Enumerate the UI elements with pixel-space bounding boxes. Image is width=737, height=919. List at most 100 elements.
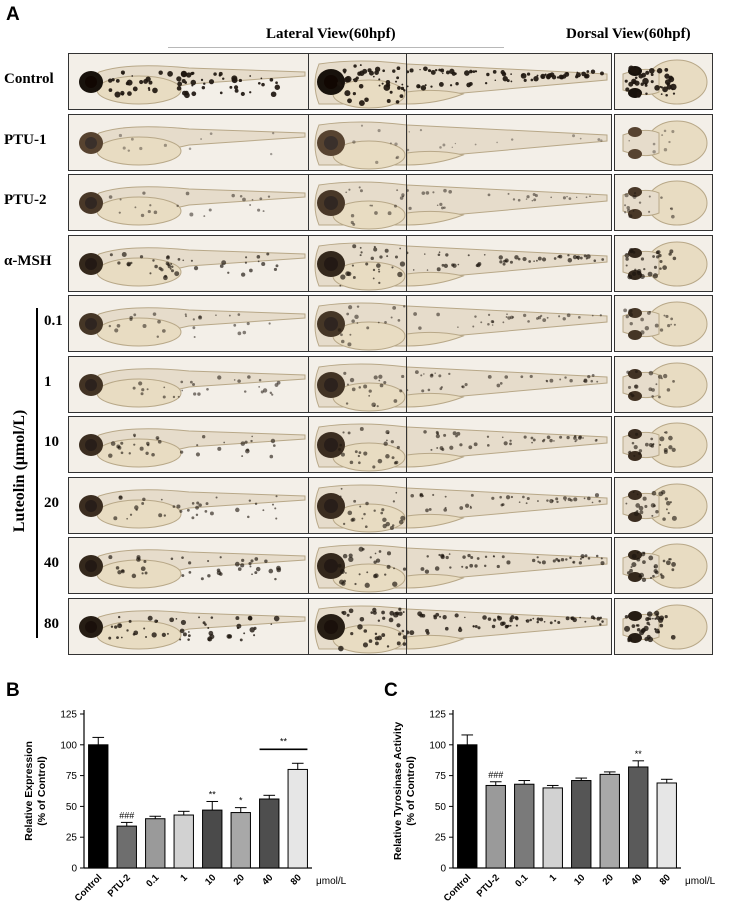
zebrafish-dorsal-image <box>614 537 713 594</box>
zebrafish-dorsal-image <box>614 113 713 171</box>
bar <box>230 812 251 869</box>
zebrafish-whole-image <box>68 416 310 473</box>
zebrafish-whole-image <box>68 537 310 594</box>
y-axis-label-unit: (% of Control) <box>405 756 417 825</box>
row-label: PTU-2 <box>4 192 47 208</box>
y-tick-label: 125 <box>60 710 77 721</box>
row-label: 40 <box>44 555 59 571</box>
luteolin-group-label: Luteolin (μmol/L) <box>11 409 28 533</box>
zebrafish-head-image <box>308 174 408 231</box>
x-tick-label: 1 <box>178 872 190 884</box>
dorsal-view-title: Dorsal View(60hpf) <box>566 26 691 42</box>
zebrafish-head-image <box>308 355 408 413</box>
y-tick-label: 0 <box>71 864 77 875</box>
row-label: Control <box>4 71 54 87</box>
significance-label: ### <box>119 810 134 820</box>
zebrafish-dorsal-image <box>614 355 713 413</box>
zebrafish-head-image <box>308 295 408 352</box>
panel-b-letter: B <box>6 680 20 701</box>
bar <box>485 784 506 869</box>
row-label: 10 <box>44 434 59 450</box>
zebrafish-whole-image <box>68 174 310 231</box>
zebrafish-head-image <box>308 476 408 534</box>
y-tick-label: 100 <box>429 740 446 751</box>
x-tick-label: 80 <box>289 872 304 887</box>
significance-label: * <box>239 796 243 806</box>
lateral-title-underline <box>168 47 504 48</box>
zebrafish-whole-image <box>68 234 310 292</box>
zebrafish-whole-image <box>68 53 310 110</box>
bar <box>571 780 592 869</box>
zebrafish-whole-image <box>68 476 310 534</box>
zebrafish-head-image <box>308 597 408 655</box>
panel-c-letter: C <box>384 680 398 701</box>
bar <box>202 809 223 869</box>
chart-relative-tyrosinase: Relative Tyrosinase Activity (% of Contro… <box>392 710 716 905</box>
zebrafish-head-image <box>308 53 408 110</box>
y-tick-label: 50 <box>435 802 447 813</box>
x-tick-label: PTU-2 <box>475 872 502 899</box>
zebrafish-head-image <box>308 537 408 594</box>
significance-label: ** <box>635 749 643 759</box>
bar <box>514 783 535 869</box>
luteolin-group-bracket <box>36 308 38 638</box>
bar <box>542 787 563 869</box>
zebrafish-whole-image <box>68 295 310 352</box>
zebrafish-tail-image <box>406 234 612 292</box>
y-tick-label: 75 <box>66 771 78 782</box>
bar <box>599 773 620 869</box>
x-tick-label: 20 <box>232 872 247 887</box>
zebrafish-whole-image <box>68 355 310 413</box>
bar <box>259 798 280 869</box>
bar <box>628 766 649 869</box>
bar <box>287 768 308 869</box>
zebrafish-head-image <box>308 113 408 171</box>
x-tick-label: 0.1 <box>513 872 531 890</box>
bar <box>116 825 137 869</box>
unit-label: μmol/L <box>316 876 347 887</box>
y-axis-label: Relative Tyrosinase Activity <box>392 722 404 860</box>
panel-a-letter: A <box>6 4 20 25</box>
x-tick-label: 0.1 <box>144 872 162 890</box>
row-label: 0.1 <box>44 313 63 329</box>
zebrafish-tail-image <box>406 295 612 352</box>
chart-relative-expression: Relative Expression (% of Control) 0 25 50 75… <box>23 710 347 905</box>
zebrafish-tail-image <box>406 113 612 171</box>
y-tick-label: 100 <box>60 740 77 751</box>
significance-label: ** <box>209 789 217 799</box>
lateral-view-title: Lateral View(60hpf) <box>266 26 396 42</box>
x-tick-label: 80 <box>658 872 673 887</box>
zebrafish-tail-image <box>406 597 612 655</box>
zebrafish-tail-image <box>406 537 612 594</box>
bar <box>88 744 109 869</box>
x-tick-label: PTU-2 <box>106 872 133 899</box>
zebrafish-dorsal-image <box>614 295 713 352</box>
bar <box>656 782 677 869</box>
x-tick-label: 1 <box>547 872 559 884</box>
y-tick-label: 25 <box>66 833 78 844</box>
row-label: 1 <box>44 373 52 390</box>
zebrafish-whole-image <box>68 113 310 171</box>
significance-label: ### <box>488 770 503 780</box>
row-label: PTU-1 <box>4 131 47 148</box>
x-tick-label: 10 <box>572 872 587 887</box>
zebrafish-tail-image <box>406 355 612 413</box>
x-tick-label: 40 <box>260 872 275 887</box>
row-label: 20 <box>44 494 59 511</box>
y-axis-label: Relative Expression <box>23 741 35 841</box>
x-tick-label: 10 <box>203 872 218 887</box>
x-tick-label: Control <box>442 872 474 904</box>
zebrafish-dorsal-image <box>614 234 713 292</box>
row-label: α-MSH <box>4 252 52 269</box>
y-tick-label: 25 <box>435 833 447 844</box>
zebrafish-dorsal-image <box>614 416 713 473</box>
x-tick-label: 20 <box>601 872 616 887</box>
x-tick-label: 40 <box>629 872 644 887</box>
zebrafish-tail-image <box>406 174 612 231</box>
x-tick-label: Control <box>73 872 105 904</box>
bar <box>457 744 478 869</box>
zebrafish-tail-image <box>406 476 612 534</box>
zebrafish-dorsal-image <box>614 53 713 110</box>
y-axis-label-unit: (% of Control) <box>36 756 48 825</box>
bracket-significance-label: ** <box>280 736 288 746</box>
